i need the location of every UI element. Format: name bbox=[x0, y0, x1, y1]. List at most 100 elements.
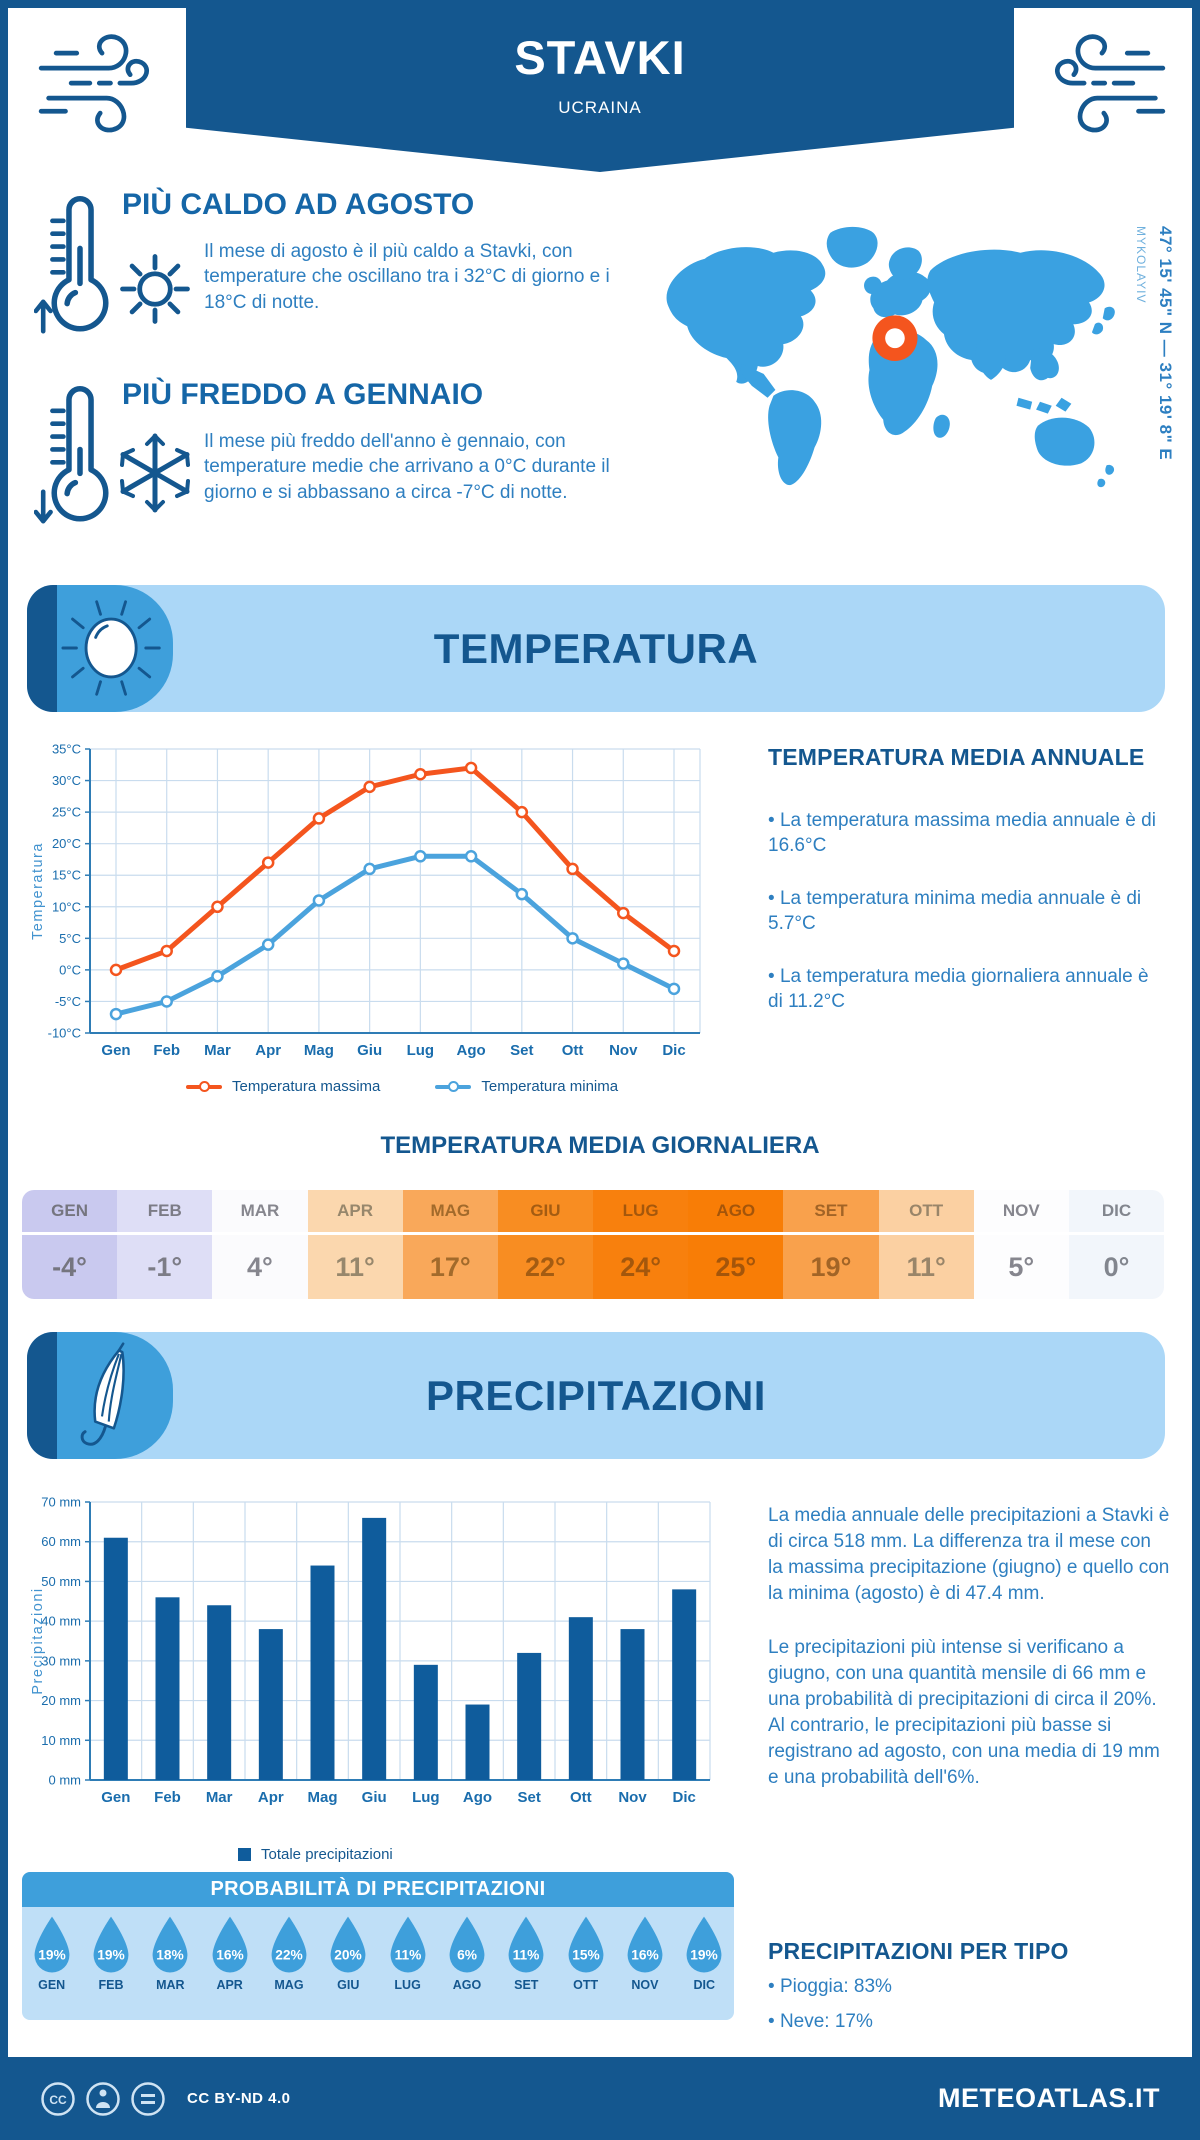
precipitation-paragraph: La media annuale delle precipitazioni a … bbox=[768, 1505, 1170, 1605]
svg-text:0°C: 0°C bbox=[59, 962, 81, 977]
svg-text:70 mm: 70 mm bbox=[41, 1495, 81, 1510]
highlight-cold-title: PIÙ FREDDO A GENNAIO bbox=[122, 378, 484, 411]
y-axis-label: Temperatura bbox=[30, 842, 46, 940]
bar-series-totale-precipitazioni bbox=[103, 1517, 697, 1780]
svg-text:30°C: 30°C bbox=[52, 773, 81, 788]
table-column-gen: GEN -4° bbox=[22, 1190, 118, 1299]
data-point bbox=[667, 944, 681, 958]
cc-by-icon bbox=[86, 2081, 120, 2116]
table-column-giu: GIU 22° bbox=[497, 1190, 594, 1299]
footer-bar: CC CC BY-ND 4.0 METEOATLAS.IT bbox=[8, 2057, 1192, 2132]
wind-icon bbox=[1055, 34, 1166, 133]
svg-text:19%: 19% bbox=[691, 1948, 719, 1963]
temperature-section-title: TEMPERATURA bbox=[433, 625, 759, 672]
svg-text:-10°C: -10°C bbox=[48, 1026, 81, 1041]
page-title: STAVKI bbox=[514, 31, 686, 84]
svg-text:15%: 15% bbox=[572, 1948, 600, 1963]
x-tick-label: Mag bbox=[308, 1789, 338, 1806]
bar-lug bbox=[413, 1664, 438, 1780]
x-tick-label: Nov bbox=[618, 1789, 647, 1806]
precipitation-probability-heading: PROBABILITÀ DI PRECIPITAZIONI bbox=[22, 1872, 734, 1907]
highlight-warm-text: Il mese di agosto è il più caldo a Stavk… bbox=[204, 241, 610, 313]
x-tick-label: Set bbox=[517, 1789, 540, 1806]
by-type-bullet: Pioggia: 83% bbox=[768, 1974, 1168, 1999]
svg-text:10°C: 10°C bbox=[52, 899, 81, 914]
svg-text:50 mm: 50 mm bbox=[41, 1574, 81, 1589]
annual-bullet: La temperatura massima media annuale è d… bbox=[768, 808, 1168, 859]
legend-item: Totale precipitazioni bbox=[238, 1846, 393, 1863]
month-header: MAR bbox=[212, 1190, 308, 1235]
month-header: NOV bbox=[973, 1190, 1069, 1235]
probability-droplet-apr: 16% APR bbox=[202, 1915, 258, 1992]
droplet-month-label: MAR bbox=[156, 1978, 185, 1992]
probability-droplet-feb: 19% FEB bbox=[83, 1915, 139, 1992]
month-header: MAG bbox=[402, 1190, 498, 1235]
droplet-icon: 22% bbox=[271, 1916, 307, 1973]
data-point bbox=[515, 887, 529, 901]
legend-label: Temperatura minima bbox=[481, 1078, 619, 1095]
svg-text:20 mm: 20 mm bbox=[41, 1693, 81, 1708]
world-map bbox=[648, 213, 1138, 511]
svg-text:16%: 16% bbox=[216, 1948, 244, 1963]
x-tick-label: Giu bbox=[357, 1042, 382, 1059]
annual-bullet: La temperatura media giornaliera annuale… bbox=[768, 964, 1168, 1015]
data-point bbox=[566, 862, 579, 876]
precipitation-section-title: PRECIPITAZIONI bbox=[426, 1372, 766, 1419]
svg-text:15°C: 15°C bbox=[52, 868, 81, 883]
x-tick-label: Ott bbox=[570, 1789, 592, 1806]
x-tick-label: Lug bbox=[407, 1042, 435, 1059]
highlight-warm-title: PIÙ CALDO AD AGOSTO bbox=[122, 188, 475, 221]
month-header: GEN bbox=[22, 1190, 118, 1235]
table-column-apr: APR 11° bbox=[307, 1190, 403, 1299]
month-mean-value: 0° bbox=[1068, 1235, 1164, 1299]
data-point bbox=[109, 963, 123, 977]
legend-item: Temperatura minima bbox=[435, 1078, 618, 1095]
svg-text:11%: 11% bbox=[513, 1948, 540, 1963]
header-banner: STAVKI UCRAINA bbox=[186, 8, 1014, 172]
line-series-temperatura-minima bbox=[109, 850, 681, 1021]
month-header: APR bbox=[307, 1190, 403, 1235]
x-tick-label: Dic bbox=[662, 1042, 685, 1059]
license-group: CC CC BY-ND 4.0 bbox=[40, 2081, 291, 2117]
temperature-chart-legend: Temperatura massima Temperatura minima bbox=[186, 1078, 618, 1095]
droplet-month-label: OTT bbox=[573, 1978, 599, 1992]
droplet-month-label: MAG bbox=[274, 1978, 304, 1992]
coordinates-label: 47° 15' 45" N — 31° 19' 8" E bbox=[1156, 226, 1175, 461]
data-point bbox=[211, 969, 224, 983]
data-point bbox=[464, 850, 478, 863]
table-column-feb: FEB -1° bbox=[117, 1190, 213, 1299]
probability-droplet-dic: 19% DIC bbox=[676, 1915, 732, 1992]
precipitation-bar-chart: 0 mm 10 mm 20 mm 30 mm 40 mm 50 mm 60 mm 70 mm P… bbox=[30, 1495, 711, 1806]
y-axis-label: Precipitazioni bbox=[30, 1587, 46, 1694]
droplet-month-label: LUG bbox=[394, 1978, 421, 1992]
table-column-mar: MAR 4° bbox=[212, 1190, 308, 1299]
data-point bbox=[515, 805, 529, 819]
cc-nd-icon bbox=[131, 2081, 165, 2116]
table-column-set: SET 19° bbox=[783, 1190, 879, 1299]
region-label: MYKOLAYIV bbox=[1134, 226, 1148, 304]
svg-text:60 mm: 60 mm bbox=[41, 1534, 81, 1549]
legend-label: Totale precipitazioni bbox=[261, 1846, 393, 1863]
precipitation-by-type-heading: PRECIPITAZIONI PER TIPO bbox=[768, 1938, 1069, 1964]
svg-text:18%: 18% bbox=[157, 1948, 185, 1963]
svg-text:5°C: 5°C bbox=[59, 931, 81, 946]
data-point bbox=[160, 995, 173, 1008]
svg-text:-5°C: -5°C bbox=[55, 994, 81, 1009]
precipitation-by-type-bullets: Pioggia: 83% Neve: 17% bbox=[768, 1974, 1168, 2062]
x-tick-label: Dic bbox=[672, 1789, 695, 1806]
svg-text:19%: 19% bbox=[97, 1948, 125, 1963]
droplet-month-label: APR bbox=[216, 1978, 243, 1992]
data-point bbox=[109, 1007, 123, 1021]
x-tick-label: Apr bbox=[255, 1042, 281, 1059]
data-point bbox=[617, 957, 630, 970]
droplet-month-label: SET bbox=[514, 1978, 539, 1992]
bar-apr bbox=[258, 1629, 283, 1780]
table-column-dic: DIC 0° bbox=[1068, 1190, 1164, 1299]
month-header: GIU bbox=[497, 1190, 594, 1235]
temperature-section-banner: TEMPERATURA bbox=[27, 585, 1165, 712]
data-point bbox=[261, 938, 275, 951]
bar-dic bbox=[672, 1589, 697, 1780]
x-tick-label: Gen bbox=[101, 1042, 130, 1059]
umbrella-banner-icon bbox=[80, 1342, 125, 1446]
